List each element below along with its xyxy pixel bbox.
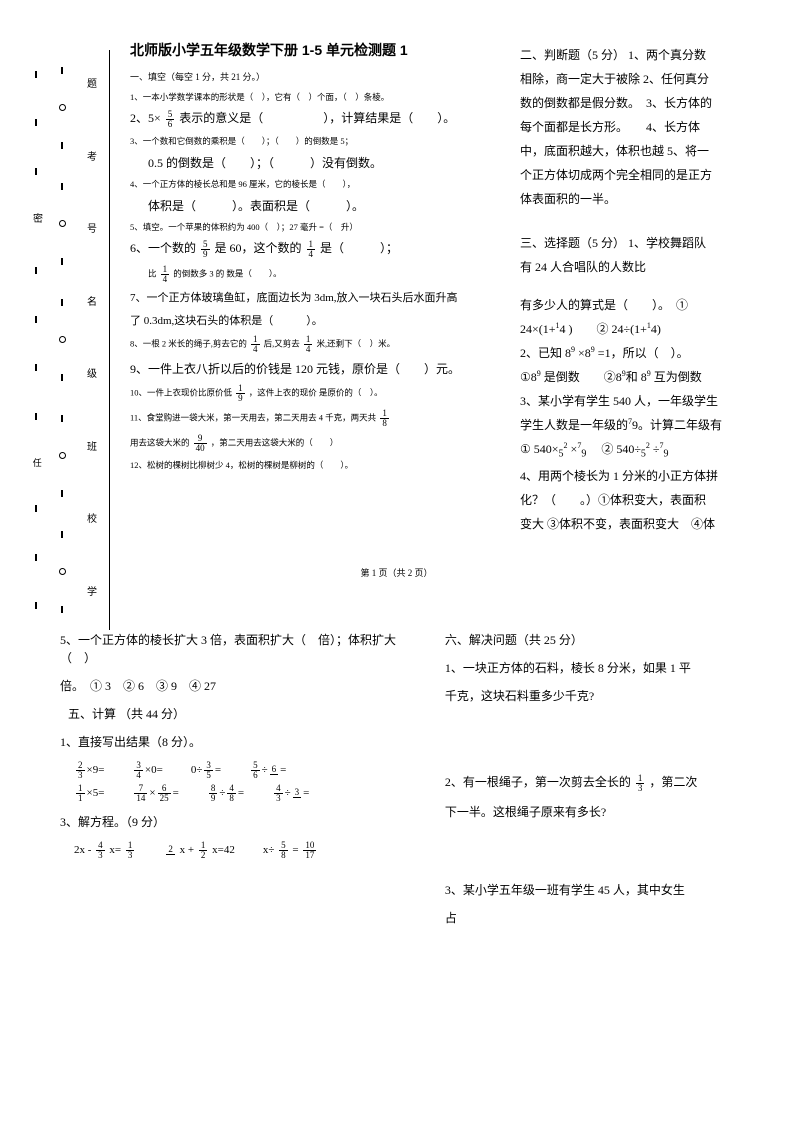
binding-field: 学 bbox=[83, 586, 98, 602]
binding-field: 号 bbox=[83, 223, 98, 239]
q2: 2、5× 56 表示的意义是（ ），计算结果是（ ）。 bbox=[130, 109, 492, 129]
q12: 12、松树的棵树比柳树少 4，松树的棵树是柳树的（ ）。 bbox=[130, 459, 492, 472]
q6d: 比 14 的倒数多 3 的 数是（ ）。 bbox=[148, 265, 492, 284]
sec2-l: 二、判断题（5 分） 1、两个真分数 bbox=[520, 46, 760, 64]
q4b: 体积是（ ）。表面积是（ ）。 bbox=[148, 197, 492, 215]
sec1-head: 一、填空（每空 1 分，共 21 分。） bbox=[130, 71, 492, 85]
binding-field: 题 bbox=[83, 78, 98, 94]
binding-field: 校 bbox=[83, 513, 98, 529]
page-number: 第 1 页（共 2 页） bbox=[30, 567, 763, 581]
q11b: 用去这袋大米的 940 ，第二天用去这袋大米的（ ） bbox=[130, 434, 492, 453]
exam-title: 北师版小学五年级数学下册 1-5 单元检测题 1 bbox=[130, 40, 492, 61]
q7b: 了 0.3dm,这块石头的体积是（ ）。 bbox=[130, 313, 492, 330]
q6: 6、一个数的 59 是 60，这个数的 14 是（ ）； bbox=[130, 239, 492, 259]
q3: 3、一个数和它倒数的乘积是（ ）；（ ）的倒数是 5； bbox=[130, 135, 492, 148]
upper-columns: 北师版小学五年级数学下册 1-5 单元检测题 1 一、填空（每空 1 分，共 2… bbox=[130, 40, 763, 539]
q5: 5、填空。一个苹果的体积约为 400（ ）；27 毫升 =（ 升） bbox=[130, 221, 492, 234]
lower-columns: 5、一个正方体的棱长扩大 3 倍，表面积扩大（ 倍）；体积扩大（ ） 倍。 ① … bbox=[60, 621, 733, 937]
q7: 7、一个正方体玻璃鱼缸，底面边长为 3dm,放入一块石头后水面升高 bbox=[130, 290, 492, 307]
binding-label: 任 bbox=[29, 458, 43, 467]
binding-field: 级 bbox=[83, 368, 98, 384]
binding-field: 考 bbox=[83, 151, 98, 167]
sec3-l: 三、选择题（5 分） 1、学校舞蹈队 bbox=[520, 234, 760, 252]
calc-row: 11×5= 714×625= 89÷48= 43÷3 = bbox=[74, 784, 425, 803]
eq-row: 2x - 43 x= 13 2 x + 12 x=42 x÷ 58 = 1017 bbox=[74, 841, 425, 860]
section-2-3: 二、判断题（5 分） 1、两个真分数 相除，商一定大于被除 2、任何真分 数的倒… bbox=[510, 40, 760, 539]
q1: 1、一本小学数学课本的形状是（ ），它有（ ）个面，（ ）条棱。 bbox=[130, 91, 492, 104]
q8: 8、一根 2 米长的绳子,剪去它的 14 后,又剪去 14 米,还剩下（ ）米。 bbox=[130, 335, 492, 354]
q9: 9、一件上衣八折以后的价钱是 120 元钱，原价是（ ）元。 bbox=[130, 360, 492, 378]
section-6: 六、解决问题（共 25 分） 1、一块正方体的石料，棱长 8 分米，如果 1 平… bbox=[445, 621, 733, 937]
q3b: 0.5 的倒数是（ ）；（ ）没有倒数。 bbox=[148, 154, 492, 172]
binding-margin: 密 任 题 考 号 名 级 班 校 学 bbox=[20, 50, 110, 630]
binding-field: 班 bbox=[83, 441, 98, 457]
q11: 11、食堂购进一袋大米，第一天用去，第二天用去 4 千克，两天共 18 bbox=[130, 409, 492, 428]
q4: 4、一个正方体的棱长总和是 96 厘米，它的棱长是（ ）， bbox=[130, 178, 492, 191]
q10: 10、一件上衣现价比原价低 19 ，这件上衣的现价 是原价的（ ）。 bbox=[130, 384, 492, 403]
section-1: 北师版小学五年级数学下册 1-5 单元检测题 1 一、填空（每空 1 分，共 2… bbox=[130, 40, 510, 539]
calc-row: 23×9= 34×0= 0÷35= 56÷6 = bbox=[74, 761, 425, 780]
section-5: 5、一个正方体的棱长扩大 3 倍，表面积扩大（ 倍）；体积扩大（ ） 倍。 ① … bbox=[60, 621, 445, 937]
binding-label: 密 bbox=[29, 213, 44, 229]
exam-page: 密 任 题 考 号 名 级 班 校 学 北师版小学五年级数学下册 1-5 单元检… bbox=[0, 0, 793, 1122]
binding-field: 名 bbox=[83, 296, 98, 312]
